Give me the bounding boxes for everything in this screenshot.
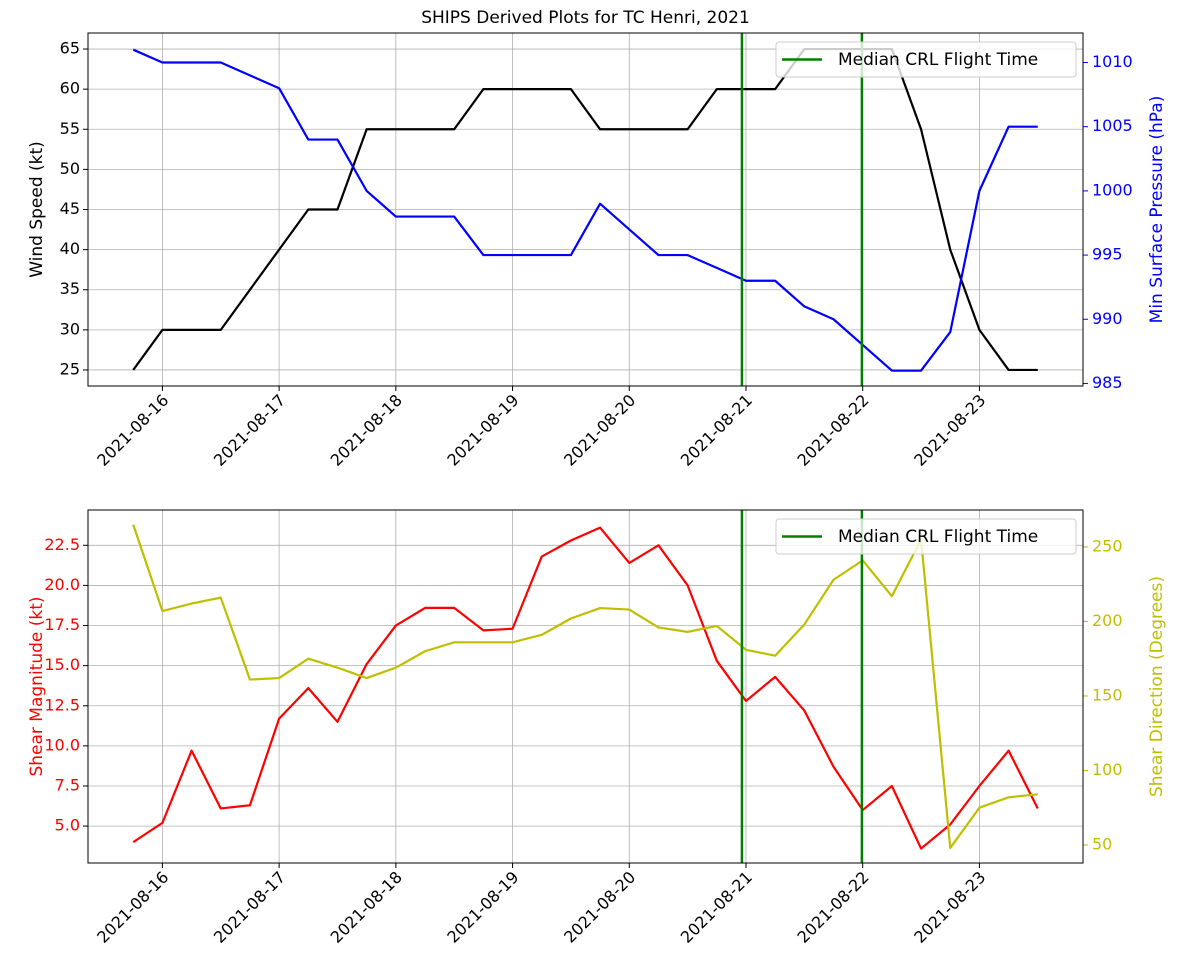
- y2-tick-label: 1005: [1092, 116, 1133, 135]
- y2-tick-label: 100: [1092, 760, 1123, 779]
- y-tick-label: 30: [60, 319, 80, 338]
- x-tick-label: 2021-08-16: [93, 868, 172, 947]
- legend-box: [775, 518, 1077, 555]
- legend-label: Median CRL Flight Time: [838, 50, 1038, 70]
- legend-box: [775, 41, 1077, 78]
- y-tick-label: 12.5: [44, 695, 80, 714]
- y-tick-label: 17.5: [44, 615, 80, 634]
- y2-tick-label: 1000: [1092, 180, 1133, 199]
- x-tick-label: 2021-08-16: [93, 391, 172, 470]
- y-tick-label: 35: [60, 279, 80, 298]
- x-tick-label: 2021-08-20: [560, 868, 639, 947]
- chart-title: SHIPS Derived Plots for TC Henri, 2021: [421, 8, 750, 28]
- y-axis-label: Wind Speed (kt): [27, 141, 47, 278]
- y2-tick-label: 995: [1092, 245, 1123, 264]
- x-tick-label: 2021-08-23: [910, 868, 989, 947]
- y-tick-label: 55: [60, 119, 80, 138]
- series-line: [132, 526, 1039, 850]
- axes-frame: [87, 32, 1084, 387]
- y-tick-label: 25: [60, 359, 80, 378]
- y-tick-label: 7.5: [55, 775, 80, 794]
- x-tick-label: 2021-08-22: [794, 391, 873, 470]
- x-tick-label: 2021-08-17: [210, 868, 289, 947]
- x-tick-label: 2021-08-22: [794, 868, 873, 947]
- x-tick-label: 2021-08-17: [210, 391, 289, 470]
- y-tick-label: 5.0: [55, 816, 80, 835]
- axes-frame: [87, 509, 1084, 864]
- y2-tick-label: 990: [1092, 309, 1123, 328]
- y-tick-label: 50: [60, 159, 80, 178]
- y2-tick-label: 985: [1092, 373, 1123, 392]
- y2-tick-label: 200: [1092, 611, 1123, 630]
- series-line: [132, 524, 1038, 850]
- legend-label: Median CRL Flight Time: [838, 527, 1038, 547]
- x-tick-label: 2021-08-23: [910, 391, 989, 470]
- y2-tick-label: 250: [1092, 536, 1123, 555]
- y-tick-label: 15.0: [44, 655, 80, 674]
- x-tick-label: 2021-08-21: [677, 391, 756, 470]
- y-tick-label: 10.0: [44, 735, 80, 754]
- x-tick-label: 2021-08-20: [560, 391, 639, 470]
- y-tick-label: 22.5: [44, 535, 80, 554]
- y2-tick-label: 150: [1092, 685, 1123, 704]
- y2-axis-label: Min Surface Pressure (hPa): [1147, 96, 1167, 324]
- y-axis-label: Shear Magnitude (kt): [27, 596, 47, 776]
- x-tick-label: 2021-08-21: [677, 868, 756, 947]
- y-tick-label: 45: [60, 199, 80, 218]
- y2-axis-label: Shear Direction (Degrees): [1147, 576, 1167, 797]
- x-tick-label: 2021-08-18: [327, 868, 406, 947]
- x-tick-label: 2021-08-19: [443, 868, 522, 947]
- x-tick-label: 2021-08-18: [327, 391, 406, 470]
- y-tick-label: 20.0: [44, 575, 80, 594]
- x-tick-label: 2021-08-19: [443, 391, 522, 470]
- y-tick-label: 60: [60, 79, 80, 98]
- y-tick-label: 65: [60, 39, 80, 58]
- y-tick-label: 40: [60, 239, 80, 258]
- y2-tick-label: 1010: [1092, 52, 1133, 71]
- series-line: [132, 48, 1038, 372]
- y2-tick-label: 50: [1092, 834, 1112, 853]
